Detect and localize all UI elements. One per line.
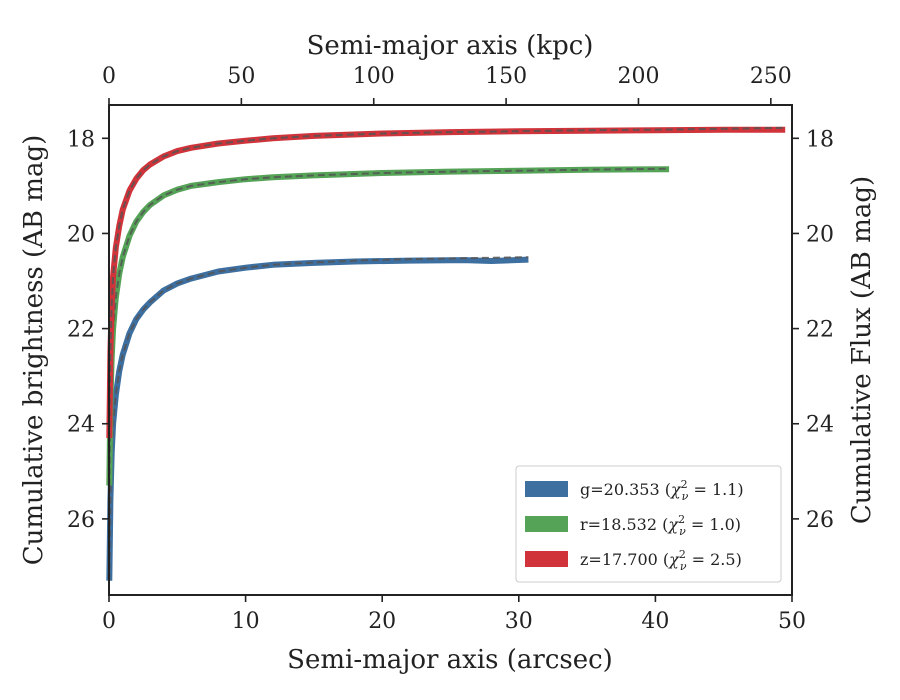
y-tick-label-left: 22 [67,318,95,343]
series-g-profile [106,256,529,581]
x-tick-label-top: 250 [750,64,792,89]
y-tick-label-right: 20 [806,222,834,247]
y-tick-label-left: 18 [67,127,95,152]
legend: g=20.353 (χ2 ν = 1.1) r=18.532 (χ2 ν = 1.0)… [515,465,782,583]
y-tick-label-right: 22 [806,318,834,343]
axes-frame [108,104,793,596]
legend-box [515,465,782,583]
x-tick-label-bottom: 30 [505,609,533,634]
y-tick-label-left: 26 [67,508,95,533]
legend-swatch-z [525,551,568,567]
x-tick-label-top: 50 [227,64,255,89]
x-tick-label-bottom: 0 [102,609,116,634]
y-tick-label-left: 24 [67,413,95,438]
y-axis-title-left: Cumulative brightness (AB mag) [19,135,49,566]
series-r-profile [106,166,670,486]
legend-label-r: r=18.532 (χ2 ν = 1.0) [580,513,741,538]
x-axis-title-top: Semi-major axis (kpc) [307,31,594,61]
x-tick-label-top: 200 [617,64,659,89]
x-tick-label-bottom: 20 [368,609,396,634]
y-axis-title-right: Cumulative Flux (AB mag) [847,176,877,524]
x-tick-label-top: 150 [485,64,527,89]
ticks-layer: 0 10 20 30 40 50 0 50 100 150 200 250 18 18 20 20 22 22 24… [67,64,834,634]
y-tick-label-right: 26 [806,508,834,533]
legend-swatch-g [525,481,568,497]
legend-label-z: z=17.700 (χ2 ν = 2.5) [580,548,742,573]
y-tick-label-left: 20 [67,222,95,247]
x-tick-label-bottom: 50 [778,609,806,634]
legend-swatch-r [525,516,568,532]
y-tick-label-right: 24 [806,413,834,438]
series-z-model [108,126,786,439]
x-axis-title-bottom: Semi-major axis (arcsec) [287,645,613,675]
x-tick-label-bottom: 40 [641,609,669,634]
series-r-model [108,167,670,486]
legend-label-g: g=20.353 (χ2 ν = 1.1) [580,478,744,503]
x-tick-label-top: 100 [353,64,395,89]
series-z-profile [106,126,786,439]
series-g-model [108,256,529,581]
x-tick-label-bottom: 10 [232,609,260,634]
series-layer [106,126,786,581]
y-tick-label-right: 18 [806,127,834,152]
x-tick-label-top: 0 [102,64,116,89]
